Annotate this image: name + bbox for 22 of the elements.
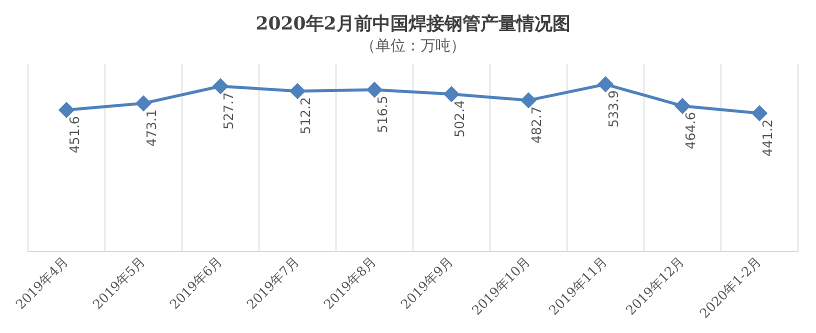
point (752, 106, 767, 121)
data-label: 502.4 (452, 100, 468, 138)
chart-title: 2020年2月前中国焊接钢管产量情况图 (256, 13, 570, 34)
point (521, 92, 536, 108)
data-label: 533.9 (606, 90, 622, 128)
data-label: 516.5 (376, 96, 391, 133)
chart-subtitle: （单位：万吨） (360, 36, 466, 54)
point (290, 84, 305, 99)
point (213, 78, 228, 94)
data-label: 451.6 (68, 116, 83, 154)
data-label: 441.2 (760, 119, 776, 157)
point (598, 76, 613, 92)
data-label: 464.6 (684, 112, 699, 150)
point (675, 98, 690, 114)
point (367, 82, 382, 98)
data-label: 482.7 (530, 106, 545, 144)
point (136, 96, 151, 111)
data-label: 512.2 (298, 97, 314, 134)
data-label: 527.7 (222, 92, 237, 130)
point (444, 86, 459, 102)
point (59, 102, 74, 118)
data-label: 473.1 (144, 109, 160, 147)
